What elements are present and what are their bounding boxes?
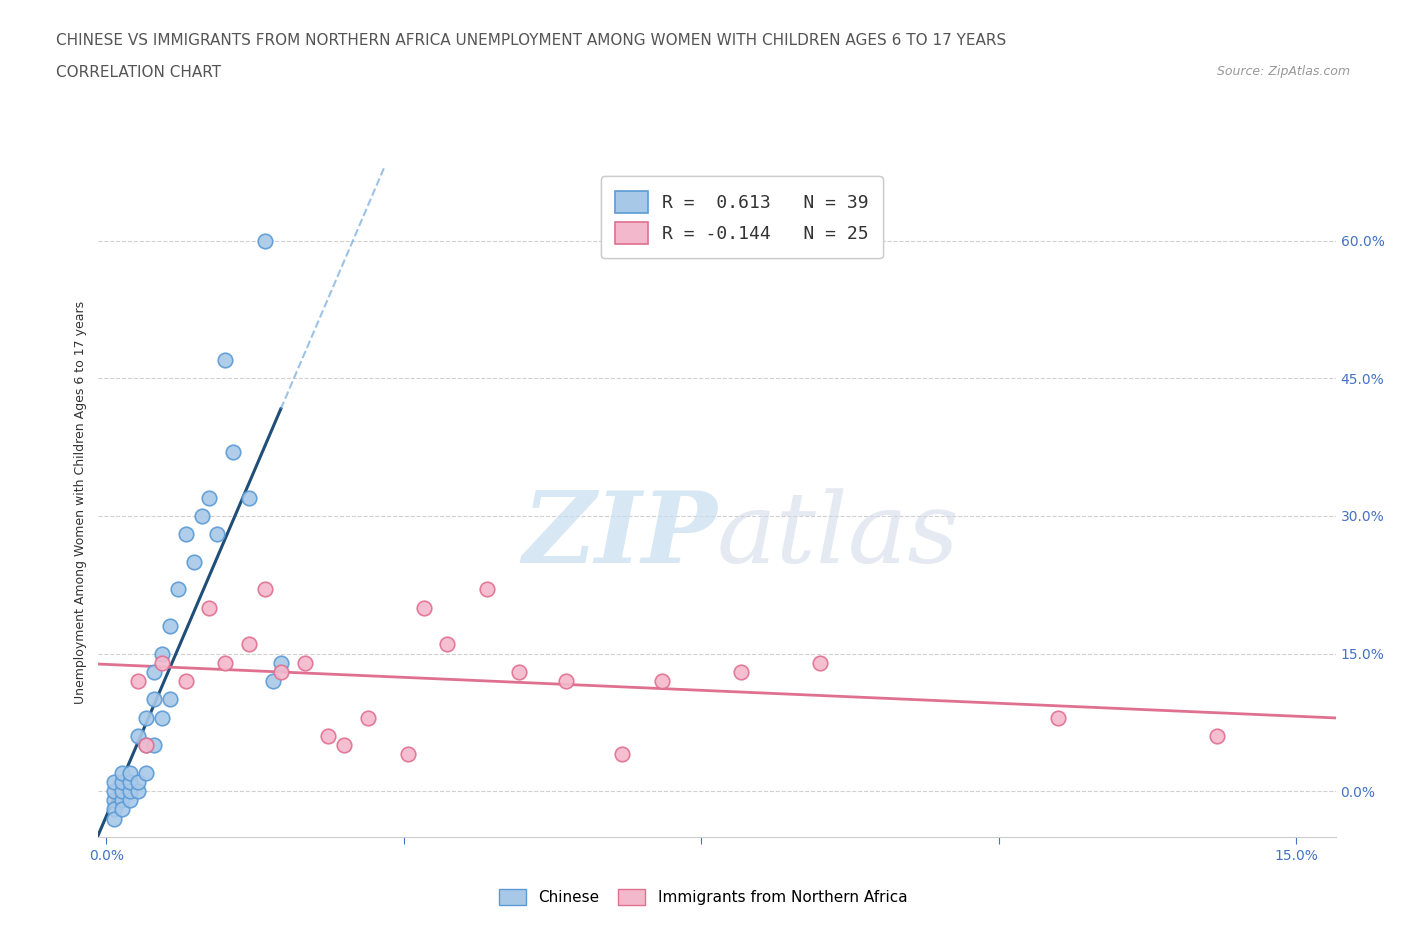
Point	[103, 811, 125, 826]
Text: CHINESE VS IMMIGRANTS FROM NORTHERN AFRICA UNEMPLOYMENT AMONG WOMEN WITH CHILDRE: CHINESE VS IMMIGRANTS FROM NORTHERN AFRI…	[56, 33, 1007, 47]
Text: Source: ZipAtlas.com: Source: ZipAtlas.com	[1216, 65, 1350, 78]
Point	[150, 711, 173, 725]
Point	[142, 737, 165, 752]
Point	[270, 664, 292, 679]
Point	[150, 646, 173, 661]
Point	[103, 775, 125, 790]
Point	[610, 747, 633, 762]
Legend: R =  0.613   N = 39, R = -0.144   N = 25: R = 0.613 N = 39, R = -0.144 N = 25	[600, 177, 883, 259]
Point	[730, 664, 752, 679]
Point	[318, 729, 340, 744]
Point	[253, 582, 276, 597]
Point	[396, 747, 419, 762]
Point	[333, 737, 356, 752]
Point	[436, 637, 458, 652]
Point	[238, 490, 260, 505]
Point	[159, 692, 181, 707]
Legend: Chinese, Immigrants from Northern Africa: Chinese, Immigrants from Northern Africa	[491, 881, 915, 913]
Point	[1205, 729, 1227, 744]
Point	[120, 784, 142, 799]
Point	[111, 784, 134, 799]
Point	[142, 692, 165, 707]
Point	[253, 233, 276, 248]
Point	[120, 775, 142, 790]
Point	[150, 656, 173, 671]
Point	[135, 737, 157, 752]
Point	[174, 527, 197, 542]
Point	[190, 509, 212, 524]
Point	[120, 765, 142, 780]
Point	[412, 600, 434, 615]
Point	[555, 673, 578, 688]
Point	[183, 554, 205, 569]
Point	[127, 673, 149, 688]
Point	[214, 656, 236, 671]
Point	[262, 673, 284, 688]
Point	[808, 656, 831, 671]
Point	[127, 784, 149, 799]
Text: atlas: atlas	[717, 488, 960, 583]
Point	[135, 737, 157, 752]
Text: ZIP: ZIP	[522, 487, 717, 584]
Point	[222, 445, 245, 459]
Point	[207, 527, 229, 542]
Point	[475, 582, 498, 597]
Point	[166, 582, 188, 597]
Point	[127, 729, 149, 744]
Point	[127, 775, 149, 790]
Point	[135, 711, 157, 725]
Point	[159, 618, 181, 633]
Point	[198, 490, 221, 505]
Point	[111, 802, 134, 817]
Point	[270, 656, 292, 671]
Y-axis label: Unemployment Among Women with Children Ages 6 to 17 years: Unemployment Among Women with Children A…	[73, 300, 87, 704]
Point	[111, 793, 134, 808]
Point	[651, 673, 673, 688]
Point	[198, 600, 221, 615]
Text: CORRELATION CHART: CORRELATION CHART	[56, 65, 221, 80]
Point	[111, 765, 134, 780]
Point	[111, 775, 134, 790]
Point	[103, 793, 125, 808]
Point	[294, 656, 316, 671]
Point	[508, 664, 530, 679]
Point	[120, 793, 142, 808]
Point	[357, 711, 380, 725]
Point	[238, 637, 260, 652]
Point	[103, 802, 125, 817]
Point	[135, 765, 157, 780]
Point	[214, 352, 236, 367]
Point	[142, 664, 165, 679]
Point	[174, 673, 197, 688]
Point	[103, 784, 125, 799]
Point	[1047, 711, 1070, 725]
